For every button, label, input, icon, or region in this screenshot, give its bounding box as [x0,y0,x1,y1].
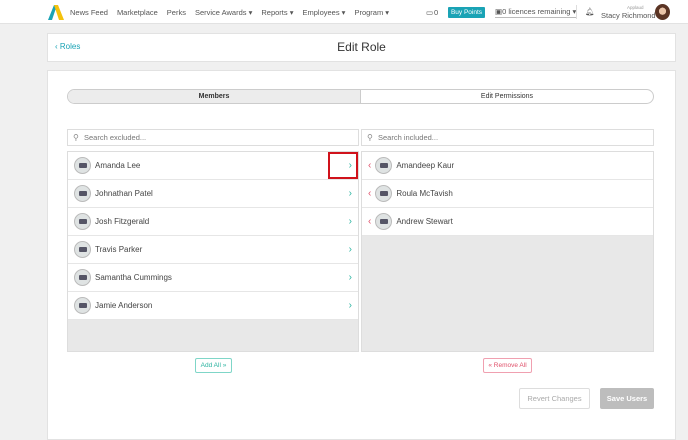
cart-icon[interactable]: ▭ [426,8,434,17]
user-avatar [375,213,393,230]
logo-icon[interactable] [48,5,64,20]
chevron-right-icon[interactable]: › [348,300,352,311]
search-included-placeholder: Search included... [378,133,439,142]
list-item: ‹ Amandeep Kaur [362,152,653,180]
search-icon: ⚲ [73,133,79,142]
user-avatar [74,269,91,286]
chevron-right-icon[interactable]: › [348,244,352,255]
tab-members[interactable]: Members [68,90,361,103]
highlight-box [328,152,358,179]
member-name: Jamie Anderson [95,301,153,310]
chevron-right-icon[interactable]: › [348,188,352,199]
search-icon: ⚲ [367,133,373,142]
buy-points-button[interactable]: Buy Points [448,7,485,18]
user-avatar [375,157,393,174]
nav-perks[interactable]: Perks [166,8,186,17]
member-name: Amanda Lee [95,161,141,170]
nav-service-awards[interactable]: Service Awards ▾ [194,8,253,17]
list-item: ‹ Roula McTavish [362,180,653,208]
list-item: Amanda Lee › [68,152,358,180]
member-name: Andrew Stewart [396,217,453,226]
user-avatar [74,241,91,258]
nav-news-feed[interactable]: News Feed [70,8,108,17]
licences-dropdown[interactable]: ▣0 licences remaining ▾ [495,7,577,18]
revert-changes-button[interactable]: Revert Changes [519,388,590,409]
top-nav: News Feed Marketplace Perks Service Awar… [0,0,688,24]
back-label: Roles [59,42,81,51]
user-avatar [74,297,91,314]
list-item: Jamie Anderson › [68,292,358,320]
nav-reports[interactable]: Reports ▾ [261,8,294,17]
member-name: Amandeep Kaur [396,161,455,170]
list-item: Travis Parker › [68,236,358,264]
search-excluded-input[interactable]: ⚲ Search excluded... [67,129,359,146]
user-avatar [375,185,393,202]
bell-icon[interactable]: 🔔︎ [585,7,595,16]
chevron-left-icon[interactable]: ‹ [368,188,372,199]
excluded-list: Amanda Lee › Johnathan Patel › Josh Fitzge… [67,151,359,352]
tab-bar: Members Edit Permissions [67,89,654,104]
user-avatar [74,213,91,230]
chevron-right-icon[interactable]: › [348,216,352,227]
back-link[interactable]: ‹ Roles [55,42,80,51]
search-included-input[interactable]: ⚲ Search included... [361,129,654,146]
member-name: Johnathan Patel [95,189,153,198]
chevron-right-icon[interactable]: › [348,160,352,171]
included-list: ‹ Amandeep Kaur ‹ Roula McTavish ‹ Andrew S… [361,151,654,352]
cart-count: 0 [434,8,439,17]
user-name[interactable]: Stacy Richmond [601,11,656,20]
search-excluded-placeholder: Search excluded... [84,133,147,142]
licence-icon: ▣ [495,7,503,16]
chevron-left-icon[interactable]: ‹ [368,216,372,227]
tab-edit-permissions[interactable]: Edit Permissions [480,93,534,100]
member-name: Josh Fitzgerald [95,217,150,226]
user-avatar [74,185,91,202]
nav-marketplace[interactable]: Marketplace [116,8,158,17]
chevron-right-icon[interactable]: › [348,272,352,283]
add-all-button[interactable]: Add All » [195,358,232,373]
user-role: Applaud [627,5,644,10]
licences-label: 0 licences remaining ▾ [502,7,577,16]
page-title: Edit Role [337,40,386,54]
user-avatar [74,157,91,174]
divider [576,5,577,19]
list-item: ‹ Andrew Stewart [362,208,653,236]
nav-employees[interactable]: Employees ▾ [302,8,346,17]
member-name: Samantha Cummings [95,273,172,282]
member-name: Roula McTavish [396,189,453,198]
nav-program[interactable]: Program ▾ [354,8,390,17]
title-bar: ‹ Roles Edit Role [47,33,676,62]
list-item: Samantha Cummings › [68,264,358,292]
chevron-left-icon[interactable]: ‹ [368,160,372,171]
list-item: Johnathan Patel › [68,180,358,208]
remove-all-button[interactable]: « Remove All [483,358,532,373]
user-avatar[interactable] [655,4,670,20]
member-name: Travis Parker [95,245,143,254]
chevron-left-icon: ‹ [55,42,60,51]
list-item: Josh Fitzgerald › [68,208,358,236]
save-users-button[interactable]: Save Users [600,388,654,409]
